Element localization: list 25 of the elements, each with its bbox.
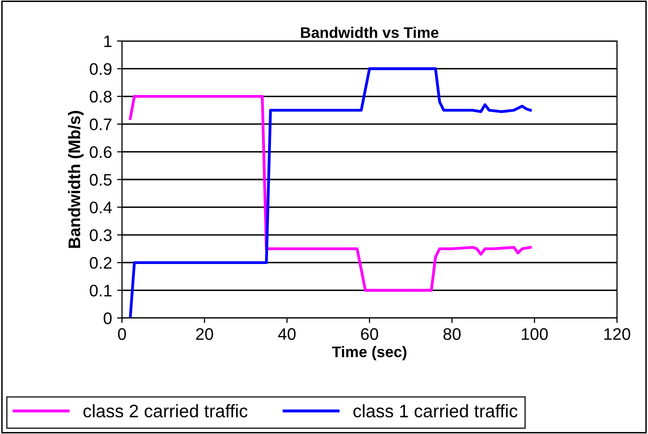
y-tick-label: 0.4 [90,202,112,214]
legend-label: class 1 carried traffic [353,404,518,418]
y-tick-label: 0.8 [90,90,112,103]
x-tick-label: 20 [196,328,214,340]
line-series [128,95,532,292]
x-tick-label: 120 [604,328,630,340]
y-tick-label: 0.7 [90,118,112,130]
x-tick-label: 80 [443,328,461,340]
y-tick-label: 1 [104,36,112,48]
y-tick-label: 0.1 [90,284,112,297]
x-tick-label: 40 [278,328,296,340]
x-tick-label: 100 [522,328,548,340]
line-series [128,67,532,318]
y-axis-title: Bandwidth (Mb/s) [68,110,84,248]
x-axis-title: Time (sec) [332,346,406,360]
y-tick-label: 0 [104,312,112,324]
legend-label: class 2 carried traffic [83,404,248,418]
x-tick-label: 0 [118,328,126,340]
chart-title: Bandwidth vs Time [301,26,438,38]
y-tick-label: 0.6 [90,146,112,158]
y-tick-label: 0.5 [90,174,112,186]
y-tick-label: 0.9 [90,63,112,75]
y-tick-label: 0.3 [90,229,112,242]
y-tick-label: 0.2 [90,257,112,269]
x-tick-label: 60 [361,328,378,340]
